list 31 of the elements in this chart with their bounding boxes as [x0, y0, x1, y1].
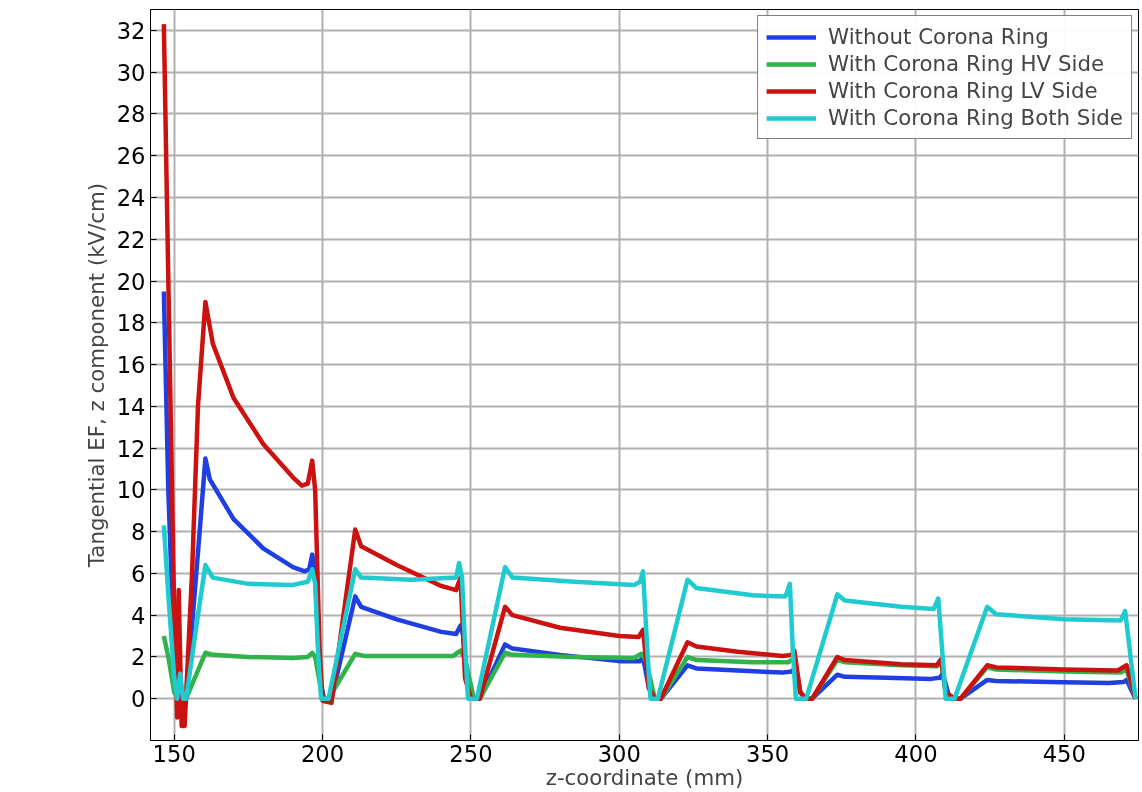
x-axis-title: z-coordinate (mm) — [545, 764, 744, 790]
x-tick-label: 450 — [1042, 740, 1086, 767]
x-tick-label: 200 — [300, 740, 345, 767]
x-tick-label: 300 — [597, 740, 641, 767]
y-tick-label: 16 — [116, 352, 146, 379]
legend-label: With Corona Ring HV Side — [828, 51, 1105, 76]
x-tick-label: 350 — [746, 740, 790, 767]
x-tick-label: 400 — [894, 740, 938, 767]
y-tick-label: 32 — [116, 17, 146, 44]
y-tick-label: 12 — [116, 435, 146, 462]
legend-label: With Corona Ring Both Side — [828, 105, 1123, 130]
legend-label: Without Corona Ring — [828, 24, 1049, 49]
y-tick-label: 4 — [131, 602, 146, 629]
y-tick-label: 30 — [116, 59, 146, 86]
y-tick-label: 26 — [116, 143, 146, 170]
y-tick-label: 22 — [116, 226, 146, 253]
y-tick-label: 8 — [131, 519, 146, 546]
y-axis-title: Tangential EF, z component (kV/cm) — [83, 182, 109, 569]
y-tick-label: 24 — [116, 184, 146, 211]
legend-label: With Corona Ring LV Side — [828, 78, 1098, 103]
y-tick-label: 14 — [116, 393, 146, 420]
y-tick-label: 10 — [116, 477, 146, 504]
y-tick-label: 20 — [116, 268, 146, 295]
x-tick-label: 150 — [152, 740, 196, 767]
line-series — [161, 523, 1138, 701]
y-tick-label: 2 — [131, 644, 146, 671]
x-tick-label: 250 — [449, 740, 493, 767]
y-tick-label: 6 — [131, 560, 146, 587]
y-tick-label: 0 — [131, 686, 146, 713]
y-tick-label: 18 — [116, 310, 146, 337]
y-tick-label: 28 — [116, 101, 146, 128]
